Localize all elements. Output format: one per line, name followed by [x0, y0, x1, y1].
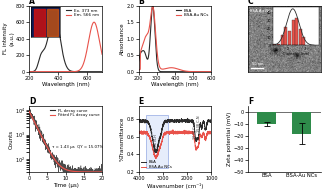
Ex. 373 nm [59, 44, 63, 46]
BSA-Au NCs [179, 69, 183, 71]
Em. 566 nm [84, 53, 88, 56]
Legend: FL decay curve, Fitted FL decay curve: FL decay curve, Fitted FL decay curve [49, 108, 100, 118]
BSA [169, 120, 173, 122]
BSA [154, 152, 158, 154]
BSA [193, 136, 197, 139]
BSA [141, 50, 145, 52]
Text: 3286 N-H: 3286 N-H [154, 134, 158, 151]
Text: BSA-Au NCs: BSA-Au NCs [250, 9, 273, 13]
Text: τ = 1.43 μs  QY = 15.07%: τ = 1.43 μs QY = 15.07% [52, 145, 104, 149]
Em. 566 nm [35, 70, 39, 73]
Text: F: F [248, 97, 253, 106]
X-axis label: Wavelength (nm): Wavelength (nm) [42, 82, 89, 87]
Ex. 373 nm [57, 28, 61, 30]
Legend: BSA, BSA-Au NCs: BSA, BSA-Au NCs [175, 8, 209, 18]
Legend: BSA, BSA-Au NCs: BSA, BSA-Au NCs [141, 160, 173, 170]
Em. 566 nm [77, 69, 81, 71]
Y-axis label: %Transmittance: %Transmittance [120, 117, 125, 161]
Bar [257, 112, 276, 124]
BSA [200, 70, 203, 73]
Ex. 373 nm [86, 70, 89, 73]
BSA [183, 70, 187, 73]
BSA-Au NCs [195, 147, 199, 149]
BSA [136, 119, 140, 121]
BSA-Au NCs [136, 69, 140, 71]
BSA-Au NCs [169, 132, 173, 134]
Line: BSA-Au NCs: BSA-Au NCs [138, 7, 211, 72]
Em. 566 nm [100, 53, 104, 55]
Line: BSA: BSA [138, 5, 211, 72]
Ex. 373 nm [77, 70, 81, 73]
BSA [136, 61, 140, 63]
Y-axis label: Counts: Counts [8, 129, 13, 149]
BSA-Au NCs [154, 157, 158, 159]
Line: BSA: BSA [138, 118, 211, 153]
BSA [186, 117, 190, 119]
BSA-Au NCs [166, 131, 170, 133]
Em. 566 nm [86, 47, 89, 49]
BSA-Au NCs [183, 70, 187, 72]
Ex. 373 nm [84, 70, 88, 73]
BSA-Au NCs [136, 131, 140, 133]
Text: 1637 C=O: 1637 C=O [193, 120, 197, 139]
BSA-Au NCs [192, 70, 196, 73]
BSA [181, 70, 185, 73]
Ex. 373 nm [100, 70, 104, 73]
BSA [209, 120, 213, 122]
BSA [151, 4, 155, 7]
BSA [187, 120, 191, 122]
Em. 566 nm [57, 70, 61, 73]
BSA [179, 70, 183, 73]
Text: 50 nm: 50 nm [252, 62, 263, 67]
Y-axis label: Zeta potential (mV): Zeta potential (mV) [227, 112, 232, 166]
Text: A: A [29, 0, 35, 6]
BSA [195, 137, 199, 139]
BSA [209, 70, 213, 73]
Text: B: B [138, 0, 144, 6]
Line: Ex. 373 nm: Ex. 373 nm [29, 14, 102, 72]
Bar [292, 112, 311, 134]
BSA [192, 70, 196, 73]
BSA-Au NCs [181, 69, 185, 72]
Ex. 373 nm [35, 67, 39, 69]
Em. 566 nm [27, 70, 31, 73]
BSA-Au NCs [209, 70, 213, 73]
BSA-Au NCs [200, 70, 203, 73]
BSA-Au NCs [141, 43, 145, 45]
Line: BSA-Au NCs: BSA-Au NCs [138, 130, 211, 158]
Legend: Ex. 373 nm, Em. 566 nm: Ex. 373 nm, Em. 566 nm [65, 8, 100, 18]
Line: Em. 566 nm: Em. 566 nm [29, 22, 102, 72]
BSA-Au NCs [151, 5, 155, 8]
Y-axis label: Absorbance: Absorbance [120, 22, 125, 55]
BSA-Au NCs [187, 131, 191, 134]
BSA-Au NCs [171, 129, 175, 131]
BSA-Au NCs [209, 131, 213, 133]
Em. 566 nm [59, 70, 63, 73]
BSA [144, 120, 148, 122]
X-axis label: Wavelength (nm): Wavelength (nm) [151, 82, 199, 87]
Text: D: D [29, 97, 36, 106]
Text: E: E [138, 97, 144, 106]
BSA-Au NCs [144, 132, 148, 134]
BSA [166, 119, 170, 122]
Ex. 373 nm [52, 13, 56, 15]
Bar [146, 115, 168, 168]
BSA-Au NCs [193, 145, 197, 147]
Text: C: C [248, 0, 253, 6]
X-axis label: Wavenumber (cm⁻¹): Wavenumber (cm⁻¹) [147, 183, 203, 189]
Em. 566 nm [92, 21, 96, 23]
X-axis label: Time (μs): Time (μs) [53, 183, 78, 187]
Y-axis label: FL intensity
(a.u.): FL intensity (a.u.) [4, 23, 14, 54]
Text: 1538 C-N: 1538 C-N [197, 116, 201, 132]
Ex. 373 nm [27, 70, 31, 73]
